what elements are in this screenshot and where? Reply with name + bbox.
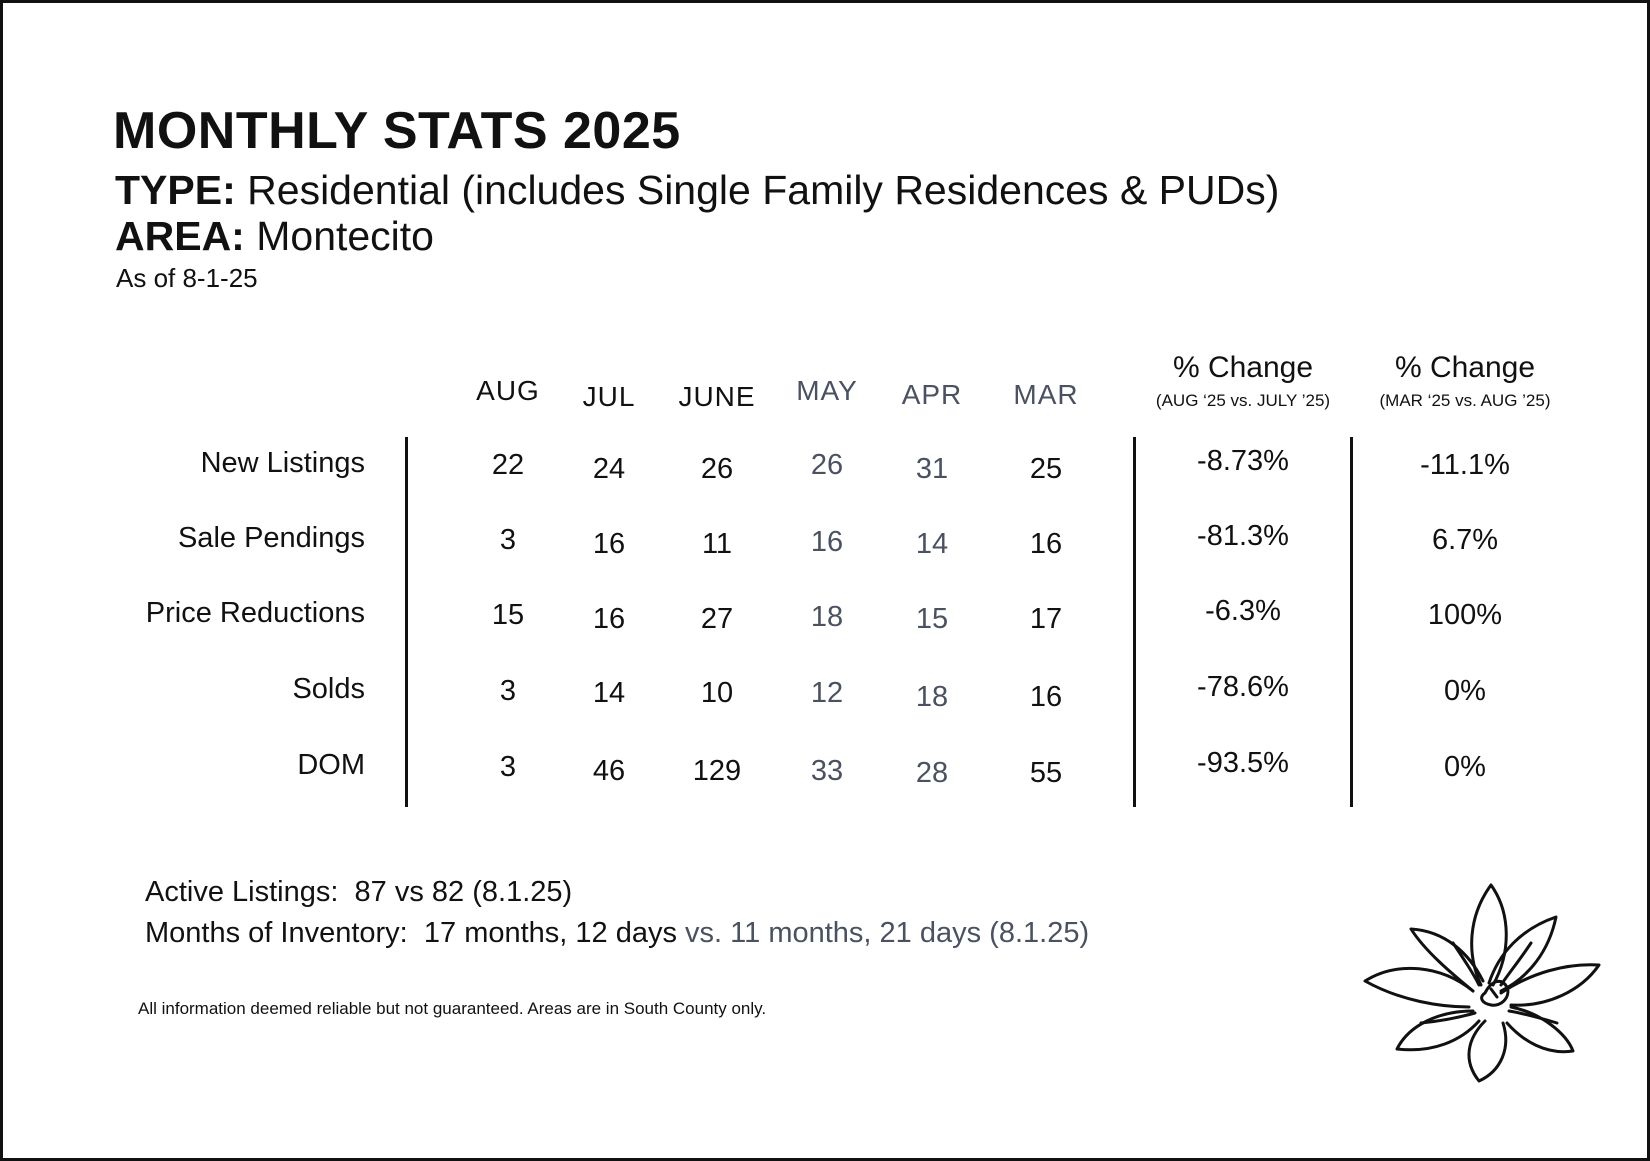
month-header-jul: JUL: [582, 381, 636, 412]
table-cell: 24: [592, 453, 626, 485]
table-cell: 27: [700, 603, 734, 635]
change-header-subtitle-2: (MAR ‘25 vs. AUG ’25): [1379, 391, 1551, 410]
magnolia-flower-icon: [1363, 883, 1601, 1083]
label-divider: [405, 437, 408, 807]
table-cell: 15: [915, 603, 949, 635]
change-divider-right: [1350, 437, 1353, 807]
page-title: MONTHLY STATS 2025: [113, 102, 681, 160]
month-header-mar: MAR: [1013, 379, 1079, 410]
active-listings-value: 87 vs 82 (8.1.25): [354, 876, 573, 908]
as-of-date: As of 8-1-25: [116, 263, 258, 293]
table-cell: 46: [592, 755, 626, 787]
active-listings-line: Active Listings: 87 vs 82 (8.1.25): [145, 876, 572, 909]
table-cell: 33: [810, 755, 844, 787]
month-header-may: MAY: [796, 375, 858, 406]
row-label-price-reductions: Price Reductions: [145, 597, 365, 629]
table-cell: 10: [700, 677, 734, 709]
table-cell: 3: [499, 751, 517, 783]
table-cell: 26: [810, 449, 844, 481]
months-inventory-value: 17 months, 12 days: [423, 917, 677, 949]
type-value: Residential (includes Single Family Resi…: [247, 167, 1280, 213]
change-divider-left: [1133, 437, 1136, 807]
area-label: AREA:: [115, 213, 245, 259]
area-value: Montecito: [256, 213, 434, 259]
table-cell: 15: [491, 599, 525, 631]
table-cell: 129: [692, 755, 742, 787]
table-cell: 18: [810, 601, 844, 633]
change-cell-2: 0%: [1444, 675, 1486, 707]
table-cell: 3: [499, 675, 517, 707]
table-cell: 12: [810, 677, 844, 709]
change-cell-1: -81.3%: [1197, 520, 1289, 552]
disclaimer: All information deemed reliable but not …: [138, 999, 767, 1018]
table-cell: 14: [592, 677, 626, 709]
area-line: AREA: Montecito: [115, 213, 434, 260]
row-label-sale-pendings: Sale Pendings: [177, 522, 365, 554]
table-cell: 22: [491, 449, 525, 481]
table-cell: 16: [592, 528, 626, 560]
table-cell: 3: [499, 524, 517, 556]
months-inventory-line: Months of Inventory: 17 months, 12 days …: [145, 917, 1089, 950]
table-cell: 17: [1029, 603, 1063, 635]
table-cell: 11: [701, 528, 733, 560]
change-cell-2: 0%: [1444, 751, 1486, 783]
row-label-new-listings: New Listings: [200, 447, 365, 479]
table-cell: 31: [915, 453, 949, 485]
table-cell: 26: [700, 453, 734, 485]
month-header-apr: APR: [901, 379, 963, 410]
table-cell: 16: [1029, 528, 1063, 560]
month-header-aug: AUG: [476, 375, 540, 406]
type-label: TYPE:: [115, 167, 236, 213]
change-header-title-2: % Change: [1394, 351, 1536, 384]
table-cell: 28: [915, 757, 949, 789]
table-cell: 18: [915, 681, 949, 713]
change-cell-1: -93.5%: [1197, 747, 1289, 779]
month-header-june: JUNE: [678, 381, 756, 412]
change-cell-1: -78.6%: [1197, 671, 1289, 703]
table-cell: 14: [915, 528, 949, 560]
row-label-solds: Solds: [292, 673, 365, 705]
table-cell: 16: [592, 603, 626, 635]
change-cell-1: -6.3%: [1205, 595, 1281, 627]
table-cell: 25: [1029, 453, 1063, 485]
active-listings-label: Active Listings:: [145, 876, 339, 908]
change-header-title-1: % Change: [1172, 351, 1314, 384]
table-cell: 55: [1029, 757, 1063, 789]
table-cell: 16: [1029, 681, 1063, 713]
change-cell-2: 100%: [1427, 599, 1503, 631]
months-inventory-label: Months of Inventory:: [145, 917, 408, 949]
type-line: TYPE: Residential (includes Single Famil…: [115, 167, 1279, 214]
months-inventory-compare: vs. 11 months, 21 days (8.1.25): [685, 917, 1090, 949]
row-label-dom: DOM: [297, 749, 365, 781]
table-cell: 16: [810, 526, 844, 558]
change-header-subtitle-1: (AUG ‘25 vs. JULY ’25): [1155, 391, 1331, 410]
change-cell-2: 6.7%: [1431, 524, 1499, 556]
change-cell-2: -11.1%: [1420, 449, 1510, 481]
change-cell-1: -8.73%: [1197, 445, 1289, 477]
